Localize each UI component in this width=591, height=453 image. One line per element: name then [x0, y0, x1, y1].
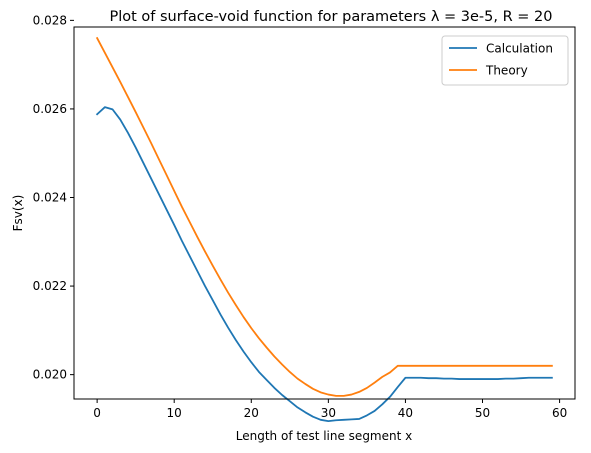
- chart-title: Plot of surface-void function for parame…: [109, 9, 552, 25]
- x-tick-label: 10: [167, 406, 182, 420]
- plot-area: [95, 36, 553, 423]
- x-tick-label: 0: [93, 406, 101, 420]
- series-layer: [95, 36, 553, 423]
- y-axis-label: Fsv(x): [11, 195, 25, 232]
- y-tick-label: 0.022: [33, 279, 67, 293]
- y-tick-label: 0.028: [33, 13, 67, 27]
- x-tick-label: 20: [244, 406, 259, 420]
- x-tick-label: 50: [475, 406, 490, 420]
- legend: Calculation Theory: [441, 35, 569, 86]
- x-tick-label: 60: [552, 406, 567, 420]
- x-axis: 0 10 20 30 40 50 60: [93, 399, 567, 420]
- y-axis: 0.020 0.022 0.024 0.026 0.028: [33, 13, 74, 382]
- plot-frame: [73, 26, 576, 400]
- y-tick-label: 0.020: [33, 368, 67, 382]
- series-line-theory: [95, 36, 553, 397]
- y-tick-label: 0.024: [33, 191, 67, 205]
- y-tick-label: 0.026: [33, 102, 67, 116]
- legend-label-theory: Theory: [485, 64, 528, 78]
- x-axis-label: Length of test line segment x: [236, 429, 412, 443]
- series-line-calculation: [95, 106, 553, 423]
- legend-label-calculation: Calculation: [486, 42, 553, 56]
- x-tick-label: 30: [321, 406, 336, 420]
- x-tick-label: 40: [398, 406, 413, 420]
